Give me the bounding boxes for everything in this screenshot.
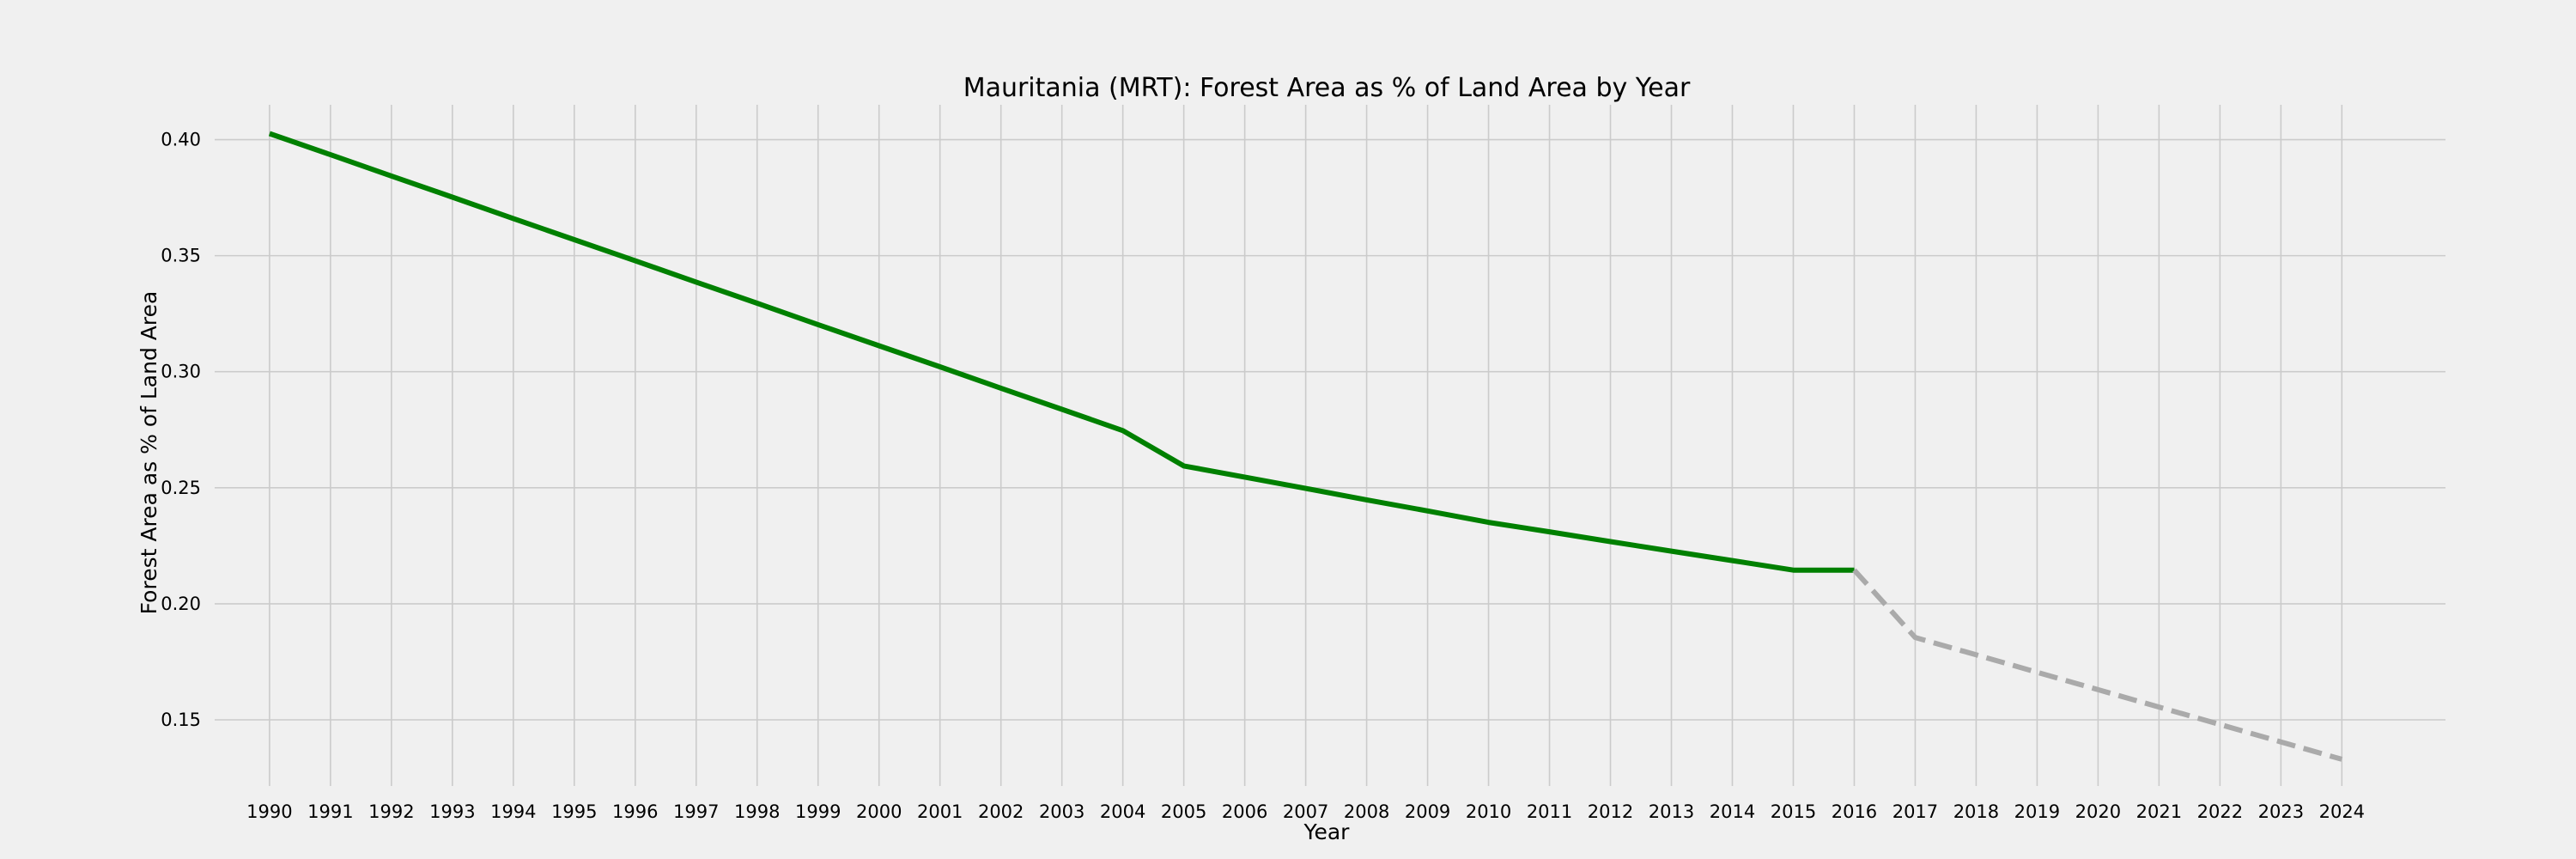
x-axis-title: Year bbox=[1303, 819, 1351, 844]
y-tick-label: 0.40 bbox=[161, 130, 201, 150]
x-tick-label: 2019 bbox=[2014, 801, 2060, 822]
x-tick-label: 2000 bbox=[856, 801, 902, 822]
x-tick-label: 1994 bbox=[490, 801, 536, 822]
x-tick-label: 1999 bbox=[795, 801, 841, 822]
y-tick-label: 0.25 bbox=[161, 478, 201, 498]
x-tick-label: 1990 bbox=[246, 801, 292, 822]
x-tick-label: 2018 bbox=[1953, 801, 1999, 822]
y-axis-ticks: 0.15 0.20 0.25 0.30 0.35 0.40 bbox=[161, 130, 201, 730]
x-tick-label: 2004 bbox=[1100, 801, 1145, 822]
x-tick-label: 2006 bbox=[1222, 801, 1267, 822]
x-tick-label: 1995 bbox=[551, 801, 597, 822]
x-tick-label: 2013 bbox=[1649, 801, 1694, 822]
x-tick-label: 2007 bbox=[1283, 801, 1328, 822]
grid bbox=[215, 105, 2445, 786]
x-tick-label: 1998 bbox=[734, 801, 780, 822]
x-tick-label: 2020 bbox=[2075, 801, 2121, 822]
x-tick-label: 1993 bbox=[429, 801, 475, 822]
x-tick-label: 2012 bbox=[1588, 801, 1633, 822]
projection-series-line bbox=[1852, 568, 2343, 762]
x-tick-label: 2014 bbox=[1710, 801, 1755, 822]
x-tick-label: 2016 bbox=[1832, 801, 1877, 822]
x-tick-label: 2011 bbox=[1527, 801, 1572, 822]
y-tick-label: 0.35 bbox=[161, 246, 201, 266]
x-tick-label: 1991 bbox=[307, 801, 353, 822]
x-tick-label: 2003 bbox=[1039, 801, 1084, 822]
chart-title: Mauritania (MRT): Forest Area as % of La… bbox=[963, 73, 1691, 103]
x-tick-label: 2002 bbox=[978, 801, 1024, 822]
x-tick-label: 2009 bbox=[1405, 801, 1450, 822]
series-lines bbox=[268, 131, 2343, 762]
x-tick-label: 1997 bbox=[673, 801, 719, 822]
x-tick-label: 2005 bbox=[1161, 801, 1206, 822]
x-tick-label: 1996 bbox=[612, 801, 658, 822]
y-tick-label: 0.15 bbox=[161, 710, 201, 730]
x-tick-label: 2021 bbox=[2136, 801, 2182, 822]
x-tick-label: 2015 bbox=[1771, 801, 1816, 822]
x-tick-label: 2022 bbox=[2197, 801, 2243, 822]
forest-area-series-line bbox=[268, 131, 1855, 573]
x-tick-label: 2010 bbox=[1466, 801, 1511, 822]
y-tick-label: 0.30 bbox=[161, 362, 201, 382]
y-tick-label: 0.20 bbox=[161, 594, 201, 614]
x-tick-label: 2017 bbox=[1893, 801, 1938, 822]
x-axis-ticks: 1990 1991 1992 1993 1994 1995 1996 1997 1998 1999… bbox=[246, 801, 2365, 822]
x-tick-label: 2024 bbox=[2319, 801, 2365, 822]
y-axis-title: Forest Area as % of Land Area bbox=[137, 291, 161, 615]
x-tick-label: 1992 bbox=[368, 801, 414, 822]
x-tick-label: 2023 bbox=[2258, 801, 2304, 822]
x-tick-label: 2008 bbox=[1344, 801, 1389, 822]
x-tick-label: 2001 bbox=[917, 801, 963, 822]
